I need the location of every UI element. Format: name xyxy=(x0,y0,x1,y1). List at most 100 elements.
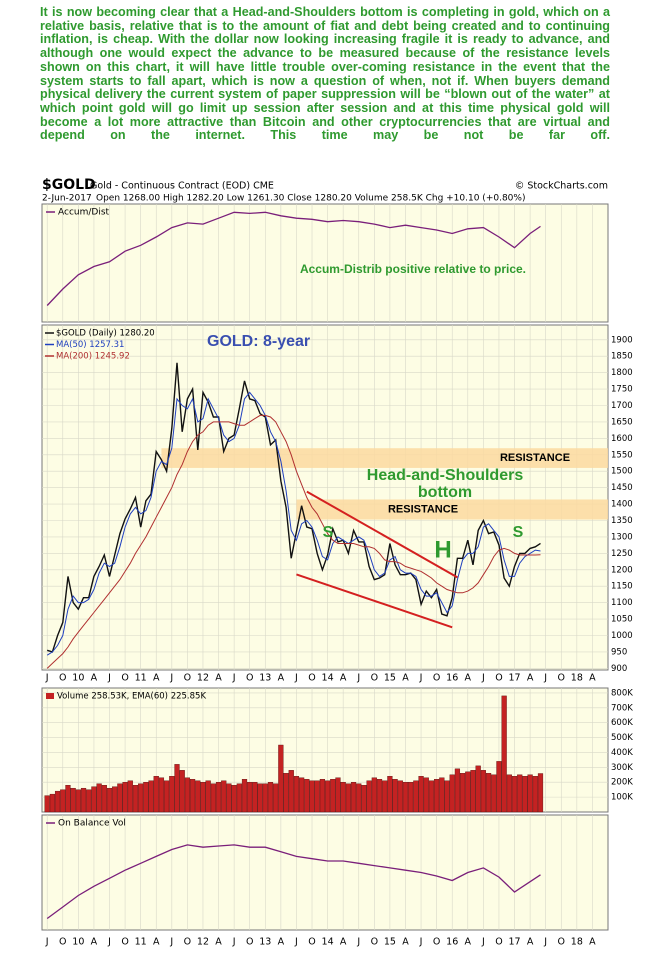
volume-bar xyxy=(252,782,258,813)
volume-bar xyxy=(132,785,139,813)
volume-bar xyxy=(153,776,159,813)
x-tick-label: A xyxy=(465,937,472,948)
x-tick-label: O xyxy=(558,673,565,684)
x-tick-label: J xyxy=(543,937,547,948)
x-tick-label: 11 xyxy=(135,937,147,948)
annotation: S xyxy=(323,524,334,541)
volume-bar xyxy=(184,777,190,813)
source: © StockCharts.com xyxy=(515,181,608,192)
volume-bar xyxy=(418,776,424,813)
moving-average xyxy=(46,414,541,669)
x-tick-label: O xyxy=(184,937,191,948)
y-tick-label: 950 xyxy=(611,647,627,657)
y-tick-label: 900 xyxy=(611,664,627,674)
volume-bar xyxy=(413,780,419,813)
volume-bar xyxy=(371,777,377,813)
volume-bar xyxy=(408,782,414,813)
volume-bar xyxy=(309,780,315,813)
y-tick-label: 400K xyxy=(611,748,633,758)
panel-title: Accum/Dist xyxy=(58,208,110,218)
x-tick-label: 17 xyxy=(508,937,520,948)
x-tick-label: J xyxy=(481,937,485,948)
y-tick-label: 1600 xyxy=(611,434,633,444)
volume-bar xyxy=(127,780,133,813)
volume-bar xyxy=(221,780,227,813)
x-tick-label: O xyxy=(433,937,440,948)
x-tick-label: O xyxy=(308,937,315,948)
volume-bar xyxy=(215,782,222,813)
volume-bar xyxy=(143,782,149,813)
volume-bar xyxy=(278,744,284,813)
volume-bar xyxy=(501,695,507,813)
date: 2-Jun-2017 xyxy=(42,194,92,204)
band-label: RESISTANCE xyxy=(388,503,458,515)
x-tick-label: J xyxy=(232,673,236,684)
legend-swatch xyxy=(46,693,54,699)
moving-average xyxy=(46,391,541,656)
volume-bar xyxy=(195,780,201,813)
x-tick-label: J xyxy=(356,937,360,948)
volume-bar xyxy=(293,776,300,813)
volume-bar xyxy=(304,779,310,813)
y-tick-label: 1750 xyxy=(611,385,633,395)
panel-background xyxy=(41,203,609,323)
volume-bar xyxy=(210,783,216,813)
y-tick-label: 700K xyxy=(611,703,633,713)
annotation: S xyxy=(513,524,524,541)
x-tick-label: A xyxy=(91,673,98,684)
resistance-band xyxy=(296,499,608,520)
x-tick-label: A xyxy=(215,937,222,948)
symbol: $GOLD xyxy=(42,177,96,193)
volume-bar xyxy=(299,777,305,813)
x-tick-label: A xyxy=(340,937,347,948)
x-tick-label: 10 xyxy=(72,673,84,684)
y-tick-label: 800K xyxy=(611,688,633,698)
obv-line xyxy=(46,844,541,920)
x-tick-label: 12 xyxy=(197,673,209,684)
volume-bar xyxy=(428,780,435,813)
x-tick-label: O xyxy=(121,937,128,948)
volume-bar xyxy=(511,776,518,813)
volume-bar xyxy=(231,785,237,813)
price-line xyxy=(46,362,541,653)
x-tick-label: J xyxy=(481,673,485,684)
volume-bar xyxy=(247,782,253,813)
volume-bar xyxy=(517,774,523,813)
x-tick-label: A xyxy=(527,673,534,684)
x-tick-label: A xyxy=(589,937,596,948)
x-tick-label: J xyxy=(419,673,423,684)
legend-label: $GOLD (Daily) 1280.20 xyxy=(56,329,155,339)
volume-bar xyxy=(330,779,336,813)
chart-title: GOLD: 8-year xyxy=(207,333,310,350)
x-tick-label: O xyxy=(495,673,502,684)
volume-bar xyxy=(397,780,403,813)
volume-bar xyxy=(449,774,455,813)
x-tick-label: O xyxy=(246,673,253,684)
volume-bar xyxy=(96,783,102,813)
annotation: bottom xyxy=(418,484,472,501)
y-tick-label: 1100 xyxy=(611,598,633,608)
volume-bar xyxy=(70,787,76,813)
volume-bar xyxy=(506,774,512,813)
volume-bar xyxy=(522,776,528,813)
x-tick-label: J xyxy=(294,673,298,684)
x-tick-label: A xyxy=(589,673,596,684)
x-tick-label: O xyxy=(246,937,253,948)
y-tick-label: 1500 xyxy=(611,467,633,477)
volume-bar xyxy=(44,795,50,813)
volume-bar xyxy=(117,783,123,813)
volume-bar xyxy=(158,777,165,813)
x-tick-label: J xyxy=(169,937,173,948)
x-tick-label: 14 xyxy=(322,673,334,684)
x-tick-label: O xyxy=(308,673,315,684)
annotation: Head-and-Shoulders xyxy=(367,467,524,484)
x-tick-label: A xyxy=(402,673,409,684)
x-tick-label: A xyxy=(278,673,285,684)
x-tick-label: J xyxy=(419,937,423,948)
x-tick-label: A xyxy=(402,937,409,948)
panel-background xyxy=(41,814,609,931)
volume-bar xyxy=(382,780,388,813)
volume-bar xyxy=(392,779,398,813)
y-tick-label: 600K xyxy=(611,718,633,728)
